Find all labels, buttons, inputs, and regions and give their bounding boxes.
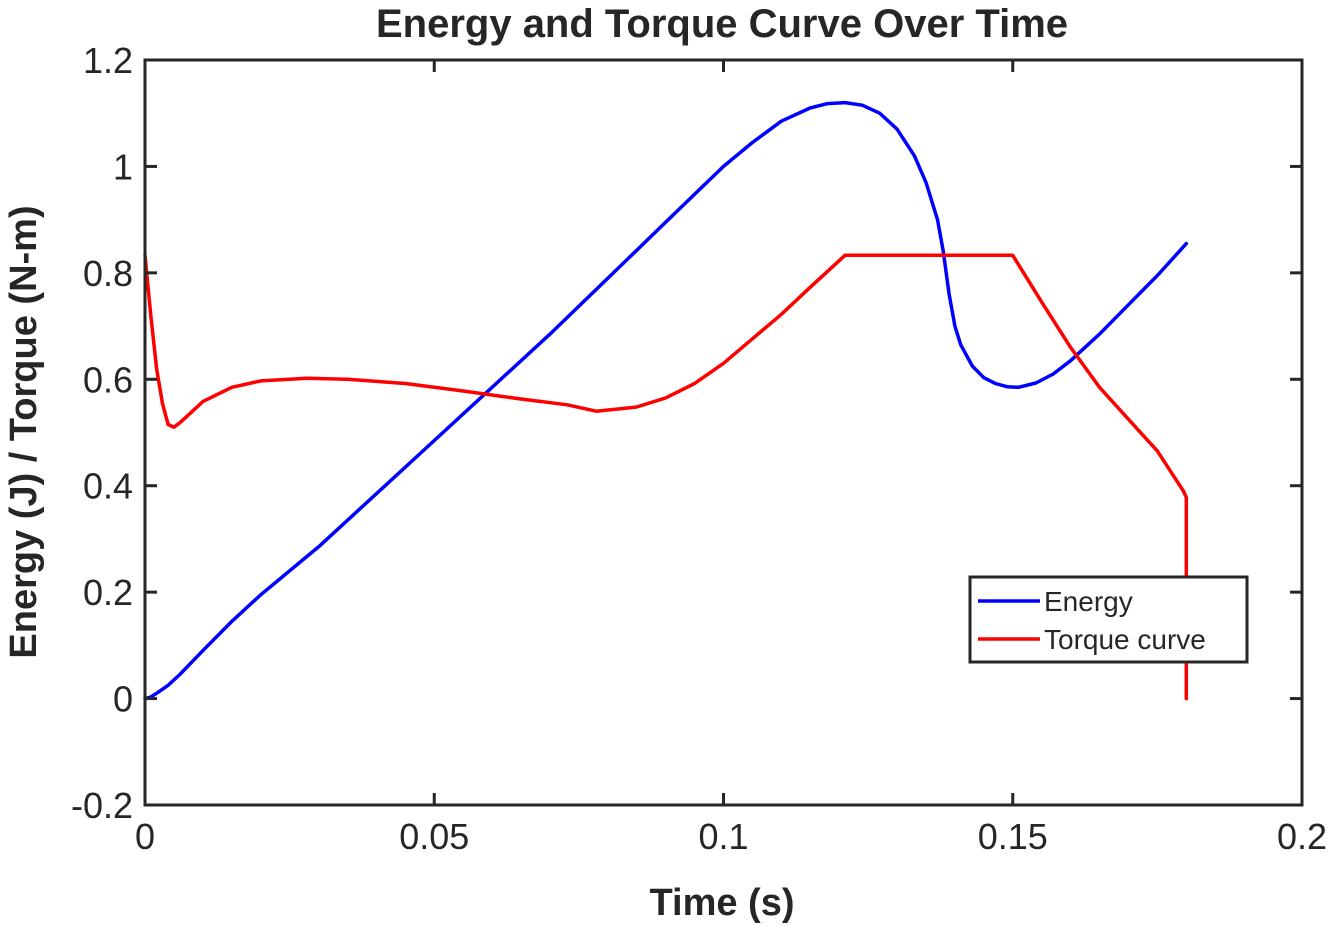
y-tick-label: 0.6: [83, 359, 133, 400]
x-axis-label: Time (s): [649, 882, 794, 924]
axis-ticks: 0 0.05 0.1 0.15 0.2-0.200.20.40.60.811.2: [71, 40, 1327, 857]
legend-label-energy: Energy: [1044, 586, 1133, 617]
y-axis-label: Energy (J) / Torque (N-m): [3, 205, 45, 658]
legend-label-torque-curve: Torque curve: [1044, 624, 1206, 655]
plot-area: [143, 100, 1189, 701]
x-tick-label: 0.05: [399, 816, 469, 857]
x-tick-label: 0.2: [1277, 816, 1327, 857]
y-tick-label: 1: [113, 146, 133, 187]
x-tick-label: 0.15: [978, 816, 1048, 857]
legend: Energy Torque curve: [968, 575, 1249, 664]
series-line-torque-curve: [143, 253, 1189, 701]
y-tick-label: -0.2: [71, 785, 133, 826]
x-tick-label: 0.1: [698, 816, 748, 857]
y-tick-label: 0.2: [83, 572, 133, 613]
y-tick-label: 0.4: [83, 466, 133, 507]
chart-title: Energy and Torque Curve Over Time: [376, 2, 1068, 46]
y-tick-label: 0.8: [83, 253, 133, 294]
x-tick-label: 0: [135, 816, 155, 857]
legend-box: [968, 575, 1249, 664]
series-line-energy: [143, 100, 1189, 701]
axes-box: [143, 58, 1304, 807]
y-tick-label: 0: [113, 679, 133, 720]
y-tick-label: 1.2: [83, 40, 133, 81]
